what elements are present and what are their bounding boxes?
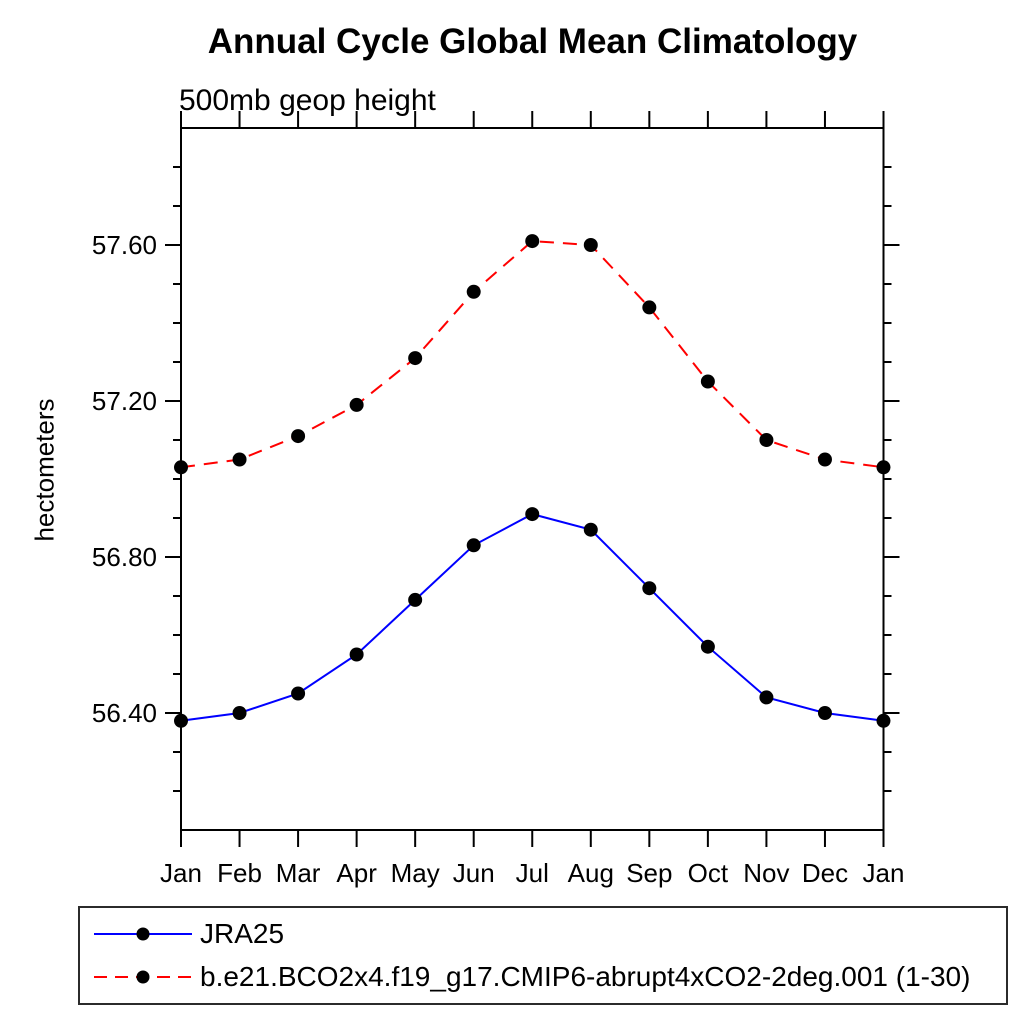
series-line-solid [180,513,884,722]
y-tick-label: 57.20 [92,386,157,416]
legend-marker-dot-icon [136,927,150,941]
x-tick-label: Jan [160,858,202,888]
data-point-dot [174,713,188,728]
data-point-dot [291,686,306,701]
data-point-dot [525,234,540,249]
data-point-dot [232,706,247,720]
legend-row-model: b.e21.BCO2x4.f19_g17.CMIP6-abrupt4xCO2-2… [88,958,1006,996]
plot-frame [180,127,885,831]
legend-line-sample-solid [94,927,192,941]
data-point-dot [583,238,598,252]
y-tick-label: 57.60 [92,230,157,260]
data-point-dot [291,429,306,444]
data-point-dot [349,647,364,662]
chart-title: Annual Cycle Global Mean Climatology [207,22,858,61]
legend-label-model: b.e21.BCO2x4.f19_g17.CMIP6-abrupt4xCO2-2… [200,961,971,993]
data-point-dot [642,300,657,315]
data-point-dot [700,374,715,389]
data-point-dot [349,397,364,412]
data-point-dot [700,639,715,654]
legend: JRA25 b.e21.BCO2x4.f19_g17.CMIP6-abrupt4… [78,906,1008,1005]
y-tick-label: 56.40 [92,698,157,728]
x-tick-label: Jul [516,858,549,888]
data-point-dot [525,507,540,522]
x-tick-label: May [391,858,440,888]
series-line-dashed [180,240,884,469]
x-tick-label: Mar [276,858,321,888]
data-point-dot [759,690,774,705]
x-tick-label: Nov [743,858,789,888]
legend-label-jra25: JRA25 [200,917,285,949]
x-tick-label: Oct [688,858,729,888]
legend-line-sample-dashed [94,970,192,984]
legend-row-jra25: JRA25 [88,915,1006,953]
data-point-dot [408,351,423,366]
data-point-dot [466,538,481,553]
x-tick-label: Sep [626,858,672,888]
data-point-dot [817,706,832,720]
legend-marker-dot-icon [136,970,150,984]
x-tick-label: Aug [568,858,614,888]
x-tick-label: Feb [217,858,262,888]
x-tick-label: Apr [336,858,377,888]
data-point-dot [583,522,598,537]
data-point-dot [642,581,657,596]
data-point-dot [759,433,774,447]
data-point-dot [876,460,891,475]
data-point-dot [408,592,423,607]
x-tick-label: Dec [802,858,848,888]
y-tick-label: 56.80 [92,542,157,572]
data-point-dot [232,452,247,467]
chart-subtitle: 500mb geop height [179,84,436,117]
x-tick-label: Jan [863,858,905,888]
x-tick-label: Jun [453,858,495,888]
data-point-dot [466,284,481,299]
data-point-dot [876,713,891,728]
data-point-dot [174,460,188,475]
data-point-dot [817,452,832,467]
